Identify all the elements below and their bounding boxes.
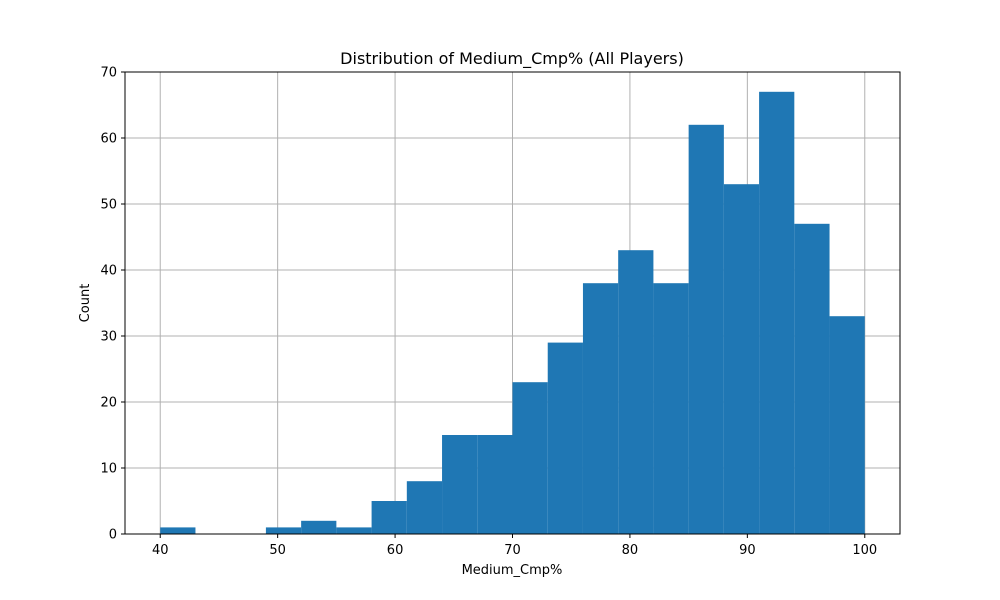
y-axis-label: Count bbox=[78, 284, 93, 323]
histogram-bar bbox=[301, 520, 337, 534]
histogram-bar bbox=[653, 283, 689, 534]
x-tick-label: 70 bbox=[504, 543, 521, 558]
x-axis-label: Medium_Cmp% bbox=[462, 563, 563, 578]
x-tick-label: 50 bbox=[269, 543, 286, 558]
histogram-bar bbox=[406, 481, 443, 534]
histogram-bar bbox=[442, 435, 478, 534]
histogram-bar bbox=[265, 527, 302, 534]
x-tick-label: 80 bbox=[622, 543, 639, 558]
histogram-bar bbox=[371, 501, 407, 534]
histogram-bar bbox=[160, 527, 196, 534]
x-tick-label: 60 bbox=[387, 543, 404, 558]
y-tick-label: 20 bbox=[100, 396, 117, 411]
histogram-bar bbox=[477, 435, 513, 534]
histogram-bar bbox=[547, 342, 583, 534]
x-tick-label: 90 bbox=[739, 543, 756, 558]
histogram-bar bbox=[512, 382, 548, 534]
y-tick-label: 60 bbox=[100, 132, 117, 147]
y-tick-label: 0 bbox=[109, 528, 117, 543]
histogram-bar bbox=[794, 223, 830, 535]
x-tick-label: 40 bbox=[152, 543, 169, 558]
histogram-bar bbox=[336, 527, 372, 534]
histogram-bar bbox=[618, 250, 654, 534]
y-tick-label: 50 bbox=[100, 198, 117, 213]
histogram-bar bbox=[582, 283, 619, 534]
y-tick-label: 70 bbox=[100, 66, 117, 81]
x-axis-ticks: 40 50 60 70 80 90 100 bbox=[152, 534, 877, 558]
histogram-bar bbox=[759, 91, 795, 535]
chart-title: Distribution of Medium_Cmp% (All Players… bbox=[340, 49, 684, 69]
histogram-bar bbox=[688, 124, 724, 535]
y-tick-label: 40 bbox=[100, 264, 117, 279]
histogram-bar bbox=[723, 184, 760, 534]
x-tick-label: 100 bbox=[852, 543, 877, 558]
histogram-bars bbox=[160, 91, 865, 535]
histogram-bar bbox=[829, 316, 865, 534]
y-axis-ticks: 0 10 20 30 40 50 60 70 bbox=[100, 66, 125, 543]
y-tick-label: 10 bbox=[100, 462, 117, 477]
y-tick-label: 30 bbox=[100, 330, 117, 345]
